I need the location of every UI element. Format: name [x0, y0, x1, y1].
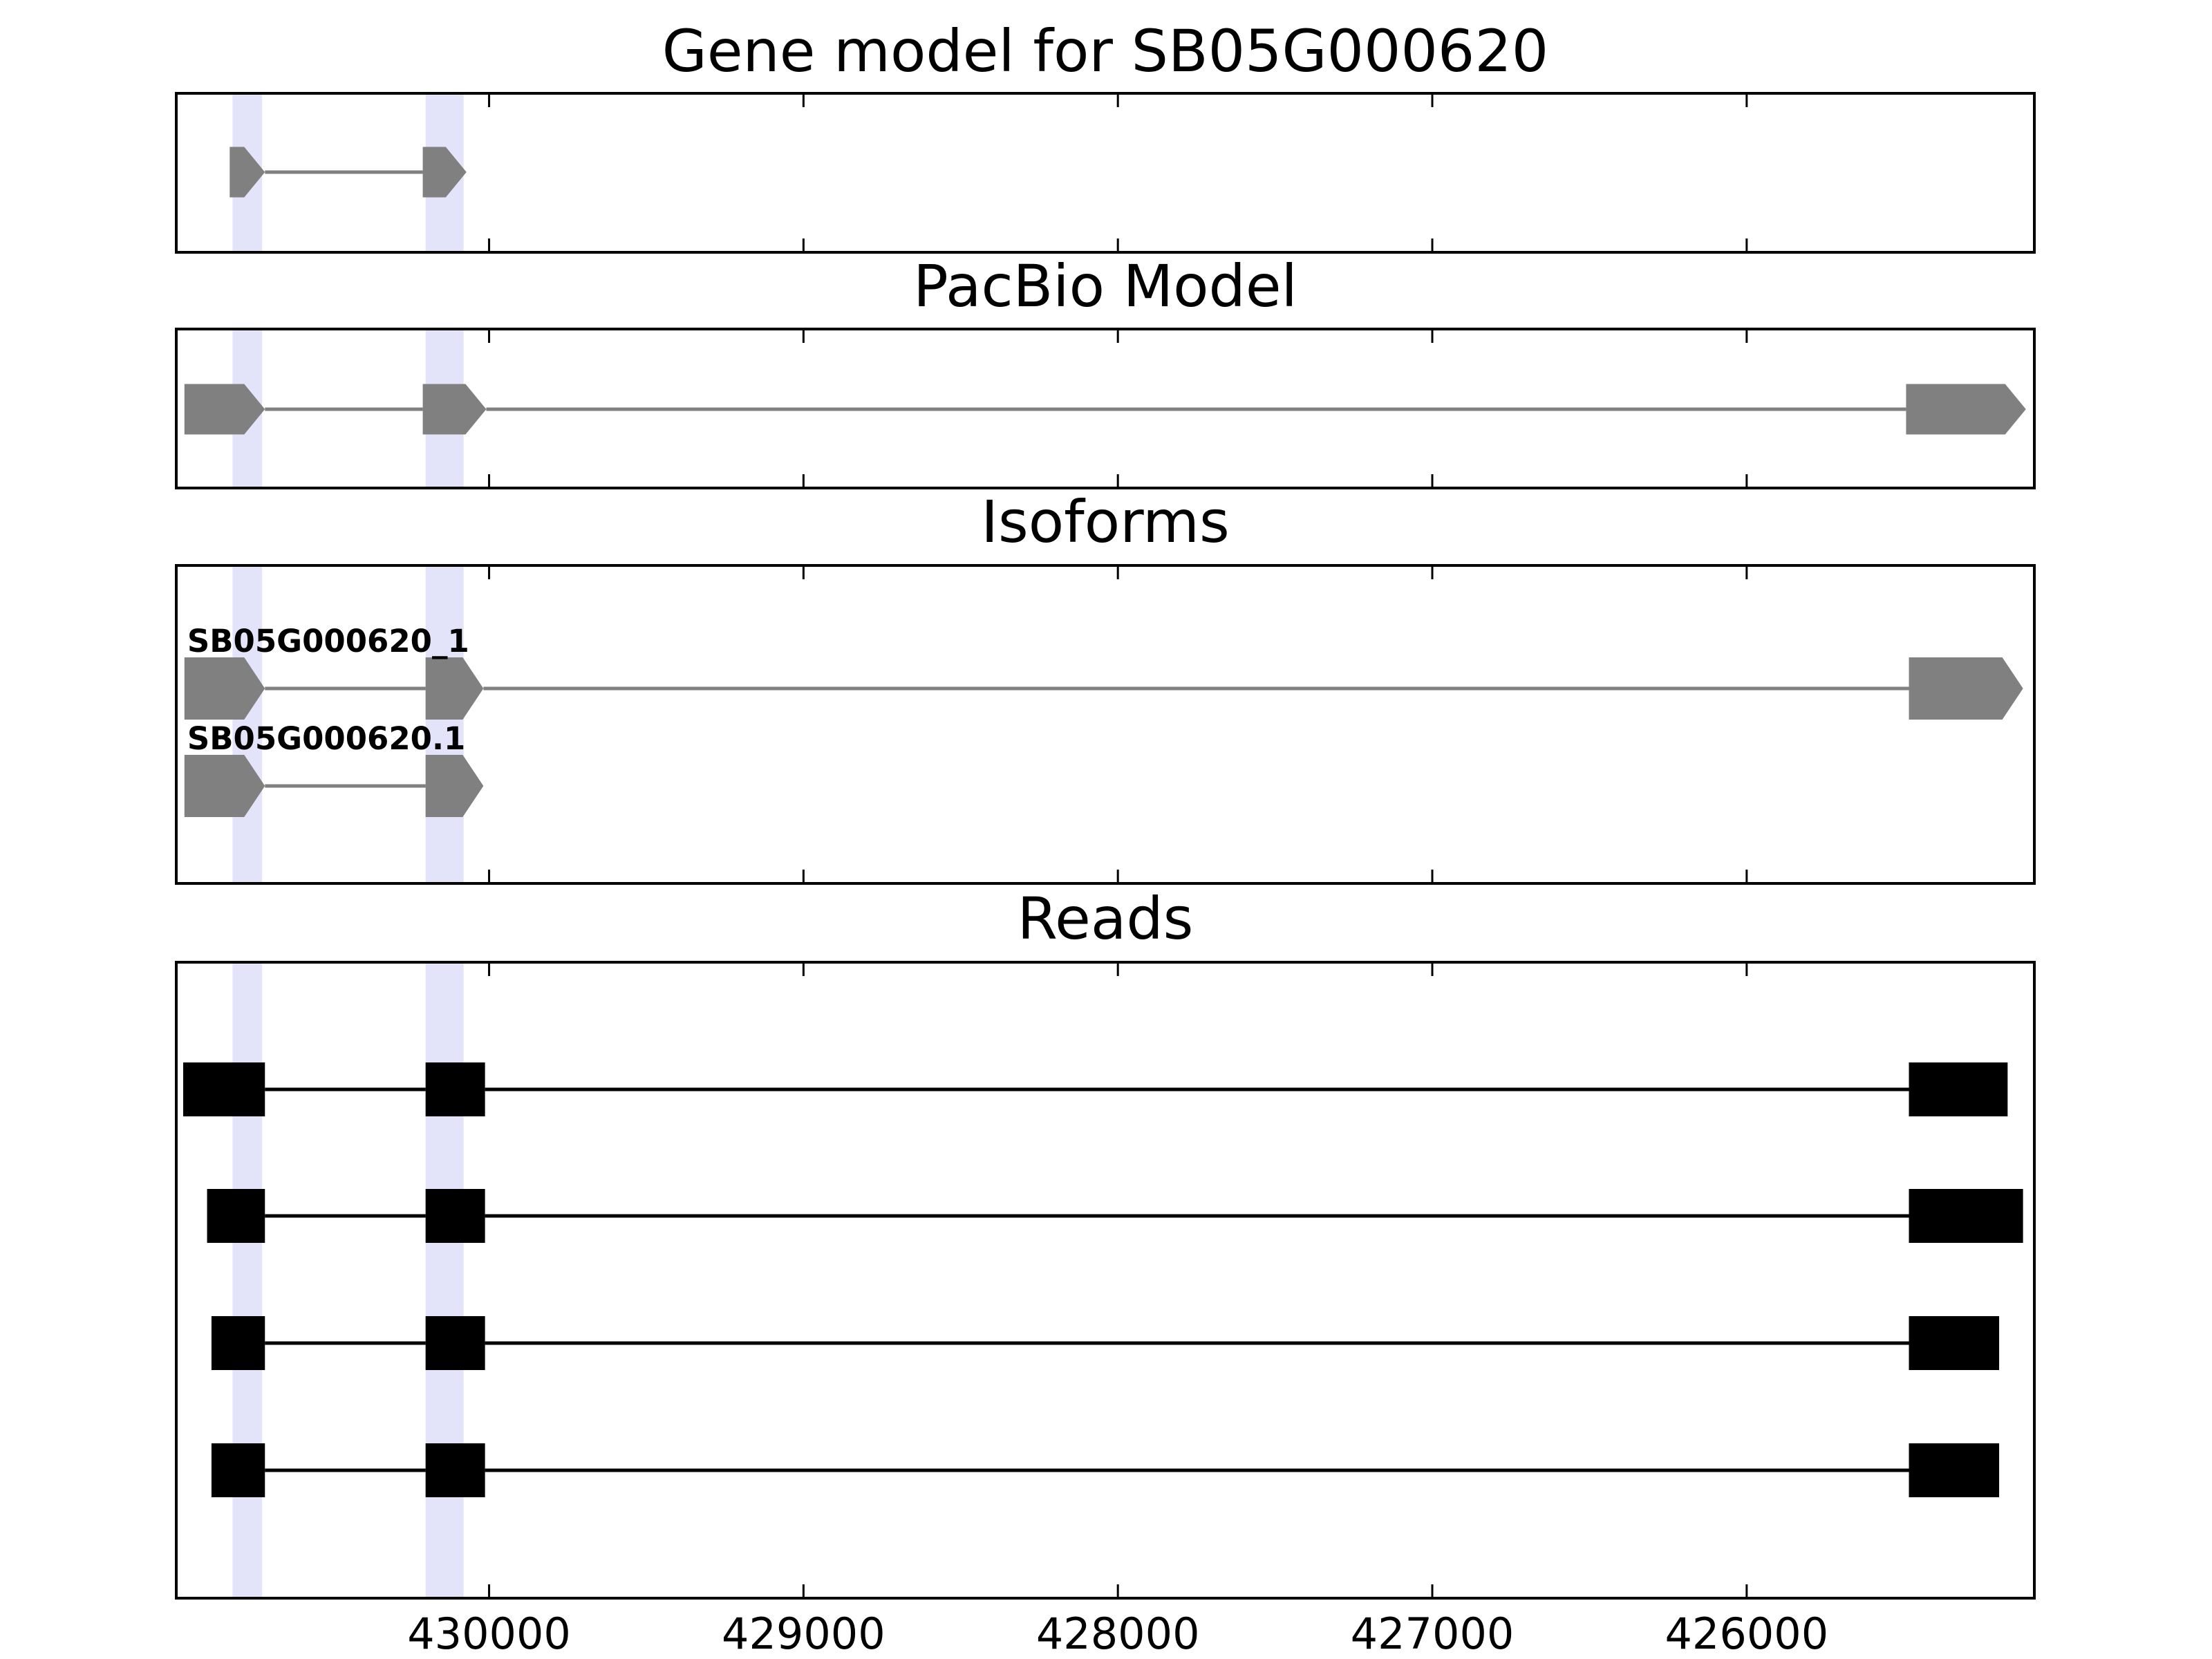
- exon: [425, 755, 484, 817]
- highlight-band: [232, 565, 263, 883]
- read-block: [211, 1316, 265, 1370]
- exon: [425, 657, 484, 720]
- highlight-band: [425, 565, 464, 883]
- panel-title: Reads: [1018, 885, 1194, 953]
- exon: [184, 755, 265, 817]
- x-tick-label: 430000: [407, 1609, 571, 1659]
- read-block: [425, 1316, 485, 1370]
- x-tick-label: 426000: [1665, 1609, 1828, 1659]
- read-block: [1909, 1189, 2023, 1243]
- highlight-band: [232, 962, 263, 1598]
- read-block: [207, 1189, 265, 1243]
- read-block: [183, 1062, 265, 1116]
- read-block: [211, 1443, 265, 1497]
- x-tick-label: 427000: [1351, 1609, 1515, 1659]
- highlight-band: [425, 962, 464, 1598]
- exon: [1909, 657, 2023, 720]
- transcript-label: SB05G000620_1: [187, 623, 469, 659]
- read-block: [1909, 1062, 2008, 1116]
- read-block: [1909, 1443, 2000, 1497]
- exon: [184, 657, 265, 720]
- panel-frame: [175, 564, 2036, 885]
- read-block: [425, 1062, 485, 1116]
- exon: [422, 147, 467, 198]
- panel-frame: [175, 961, 2036, 1600]
- panel-title: Gene model for SB05G000620: [662, 17, 1548, 85]
- read-block: [425, 1189, 485, 1243]
- transcript-label: SB05G000620.1: [187, 720, 466, 757]
- panel-frame: [175, 92, 2036, 254]
- exon: [229, 147, 265, 198]
- exon: [184, 384, 265, 435]
- panel-title: Isoforms: [981, 488, 1230, 556]
- exon: [422, 384, 487, 435]
- exon: [1906, 384, 2026, 435]
- read-block: [1909, 1316, 2000, 1370]
- x-tick-label: 428000: [1036, 1609, 1200, 1659]
- panel-title: PacBio Model: [913, 252, 1297, 320]
- read-block: [425, 1443, 485, 1497]
- x-tick-label: 429000: [722, 1609, 885, 1659]
- panel-frame: [175, 328, 2036, 489]
